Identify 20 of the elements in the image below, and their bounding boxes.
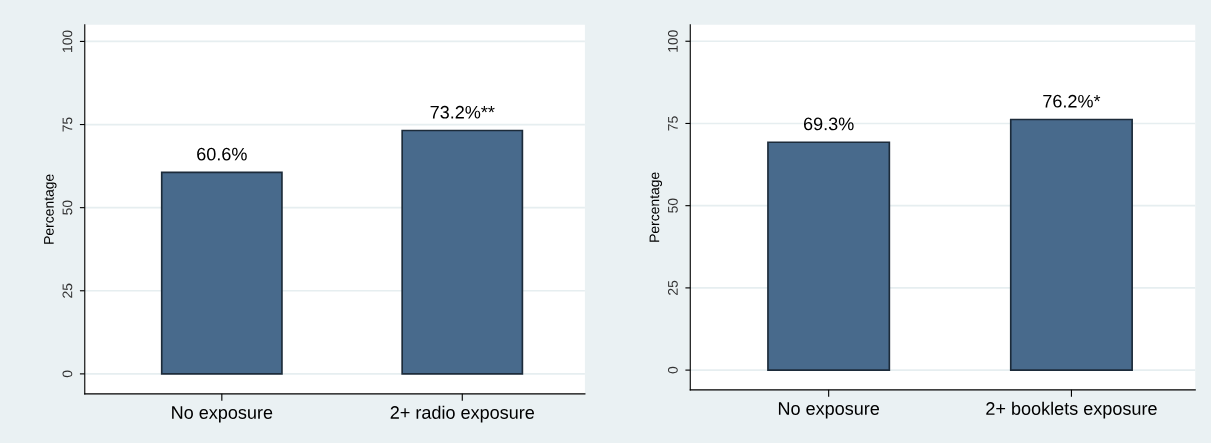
x-tick-label: No exposure: [778, 402, 880, 419]
y-axis-title: Percentage: [44, 174, 57, 244]
data-label: 76.2%*: [1043, 94, 1101, 108]
y-tick-label: 50: [667, 198, 678, 213]
y-tick-label: 50: [62, 200, 73, 215]
data-label: 60.6%: [197, 147, 247, 161]
y-tick-label: 0: [62, 370, 73, 378]
data-label: 69.3%: [803, 117, 854, 131]
y-tick-label: 75: [668, 116, 678, 131]
data-label: 73.2%**: [430, 105, 495, 119]
x-tick-label: 2+ radio exposure: [390, 405, 535, 423]
y-tick-label: 75: [62, 117, 73, 132]
x-tick-label: 2+ booklets exposure: [986, 401, 1157, 419]
y-tick-label: 25: [667, 280, 678, 295]
x-tick-label: No exposure: [172, 406, 273, 423]
y-axis-title: Percentage: [649, 172, 663, 242]
y-tick-label: 100: [667, 30, 678, 52]
y-tick-label: 0: [667, 366, 678, 374]
y-tick-label: 25: [62, 283, 73, 298]
y-tick-label: 100: [62, 30, 73, 52]
